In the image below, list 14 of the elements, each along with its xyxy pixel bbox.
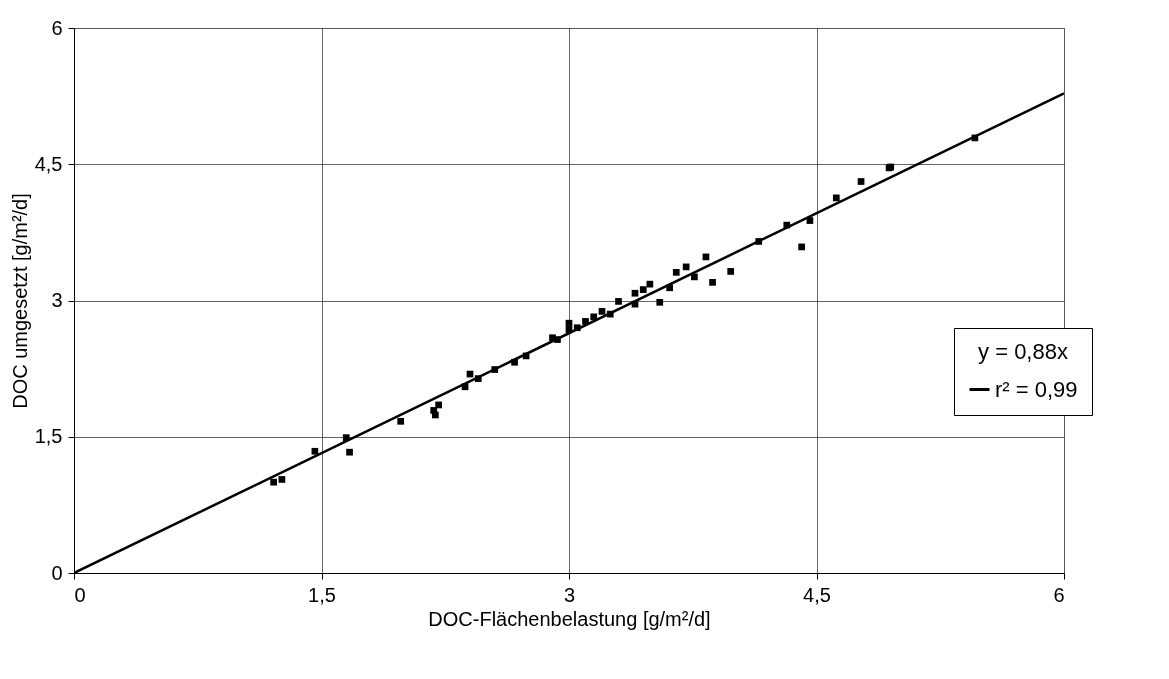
legend-title: y = 0,88x [978, 339, 1068, 364]
y-tick-label: 4,5 [34, 152, 63, 175]
x-tick-label: 0 [74, 583, 86, 606]
y-tick-label: 0 [51, 561, 63, 584]
x-tick-label: 3 [563, 583, 576, 606]
x-tick-label: 1,5 [308, 583, 336, 606]
x-tick-label: 6 [1053, 583, 1065, 606]
x-axis-title: DOC-Flächenbelastung [g/m²/d] [428, 607, 711, 630]
y-tick-label: 1,5 [34, 425, 63, 448]
y-tick-label: 3 [51, 289, 63, 311]
x-tick-label: 4,5 [803, 583, 831, 606]
legend-label: r² = 0,99 [995, 376, 1078, 402]
y-tick-label: 6 [51, 16, 63, 39]
y-axis-title: DOC umgesetzt [g/m²/d] [8, 193, 31, 409]
